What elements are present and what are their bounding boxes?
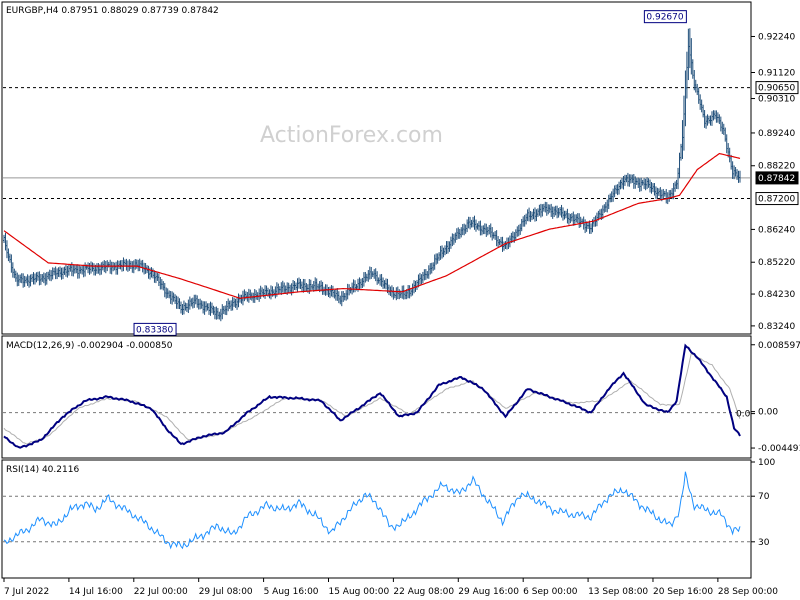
rsi-line (3, 471, 741, 550)
price-axis-tick-label: 0.83240 (758, 322, 795, 332)
extreme-label-1: 0.83380 (136, 325, 173, 335)
price-axis-tick-label: 0.85220 (758, 258, 795, 268)
macd-panel-title: MACD(12,26,9) -0.002904 -0.000850 (6, 341, 173, 351)
rsi-panel: 100 70 30 RSI(14) 40.2116 (1, 458, 775, 579)
macd-axis-tick-label: 0.00 (758, 408, 778, 418)
macd-panel: 0.008597 0.00 0.0 -0.004491 MACD(12,26,9) -… (1, 335, 800, 459)
time-axis-tick-label: 22 Jul 00:00 (134, 587, 188, 597)
macd-line (3, 343, 741, 449)
price-level-label-1: 0.87200 (758, 195, 795, 205)
macd-axis-tick-label: 0.008597 (758, 341, 800, 351)
rsi-axis-tick-label: 100 (758, 458, 775, 468)
price-axis-tick-label: 0.90310 (758, 95, 795, 105)
time-axis: 7 Jul 2022 14 Jul 16:00 22 Jul 00:00 29 Jul… (3, 578, 778, 597)
price-levels (3, 87, 750, 200)
extreme-label-box-1 (133, 322, 177, 336)
price-axis: 0.92240 0.91120 0.90310 0.89240 0.88220 0.862… (751, 32, 795, 332)
macd-axis-tick-label: 0.0 (736, 410, 751, 420)
extreme-label-box-0 (643, 10, 687, 24)
time-axis-tick-label: 15 Aug 00:00 (328, 587, 389, 597)
time-axis-tick-label: 29 Jul 08:00 (199, 587, 253, 597)
time-axis-tick-label: 20 Sep 16:00 (653, 587, 713, 597)
time-axis-tick-label: 14 Jul 16:00 (69, 587, 123, 597)
rsi-axis: 100 70 30 (751, 458, 775, 548)
time-axis-tick-label: 22 Aug 08:00 (393, 587, 454, 597)
macd-axis: 0.008597 0.00 0.0 -0.004491 (736, 341, 800, 454)
price-annotations: 0.90650 0.87200 0.87842 0.92670 0.83380 (133, 10, 799, 336)
time-axis-tick-label: 13 Sep 08:00 (588, 587, 648, 597)
macd-axis-tick-label: -0.004491 (758, 444, 800, 454)
price-axis-tick-label: 0.86240 (758, 225, 795, 235)
extreme-label-0: 0.92670 (646, 13, 683, 23)
rsi-panel-title: RSI(14) 40.2116 (6, 465, 79, 475)
price-axis-tick-label: 0.88220 (758, 162, 795, 172)
time-axis-tick-label: 5 Aug 16:00 (264, 587, 319, 597)
price-panel-frame (1, 1, 752, 335)
price-level-box-1 (755, 192, 799, 206)
macd-signal-line (3, 352, 741, 445)
price-panel-title: EURGBP,H4 0.87951 0.88029 0.87739 0.8784… (6, 6, 219, 16)
price-axis-tick-label: 0.89240 (758, 129, 795, 139)
rsi-levels (3, 495, 750, 543)
price-axis-tick-label: 0.84230 (758, 290, 795, 300)
price-panel: ActionForex.com 0.92240 0.91120 0.90310 0.8… (1, 1, 799, 336)
price-level-box-0 (755, 81, 799, 95)
price-axis-tick-label: 0.91120 (758, 68, 795, 78)
price-level-box-2 (755, 171, 799, 185)
price-axis-tick-label: 0.92240 (758, 32, 795, 42)
macd-panel-frame (1, 335, 752, 459)
price-level-label-0: 0.90650 (758, 84, 795, 94)
time-axis-tick-label: 6 Sep 00:00 (523, 587, 578, 597)
rsi-panel-frame (1, 459, 752, 579)
time-axis-tick-label: 29 Aug 16:00 (458, 587, 519, 597)
time-axis-tick-label: 28 Sep 00:00 (718, 587, 778, 597)
watermark: ActionForex.com (260, 123, 443, 148)
rsi-axis-tick-label: 70 (758, 492, 770, 502)
price-level-label-2: 0.87842 (758, 174, 795, 184)
rsi-axis-tick-label: 30 (758, 538, 770, 548)
time-axis-tick-label: 7 Jul 2022 (4, 587, 49, 597)
moving-average-line (3, 152, 741, 299)
